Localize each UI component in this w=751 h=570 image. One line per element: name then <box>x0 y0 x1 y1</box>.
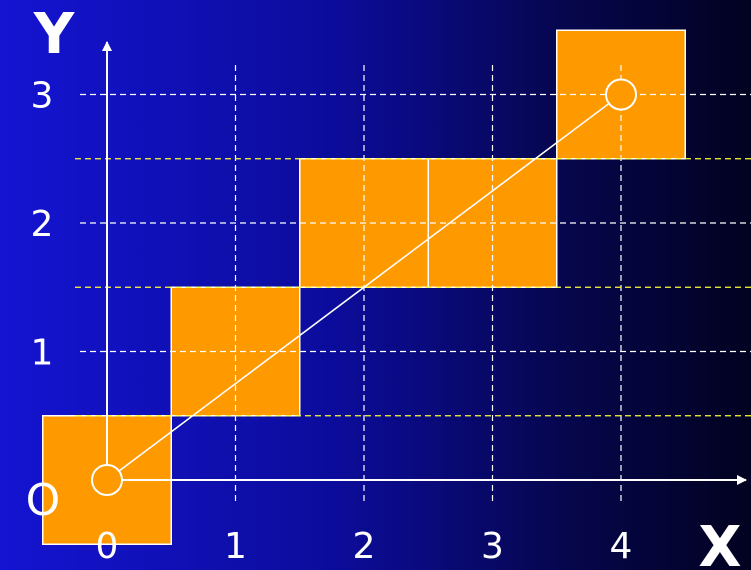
y-axis-label: Y <box>33 2 76 67</box>
origin-label: O <box>26 475 61 526</box>
x-tick-label: 3 <box>481 526 504 567</box>
y-tick-label: 2 <box>31 204 54 245</box>
x-axis-label: X <box>698 515 741 570</box>
start-point-marker <box>91 464 123 496</box>
x-tick-label: 2 <box>353 526 376 567</box>
y-tick-label: 1 <box>31 333 54 374</box>
y-tick-label: 3 <box>31 76 54 117</box>
x-tick-label: 1 <box>224 526 247 567</box>
x-tick-label: 0 <box>96 526 119 567</box>
x-tick-label: 4 <box>610 526 633 567</box>
end-point-marker <box>605 78 637 111</box>
ideal-line <box>106 93 622 481</box>
